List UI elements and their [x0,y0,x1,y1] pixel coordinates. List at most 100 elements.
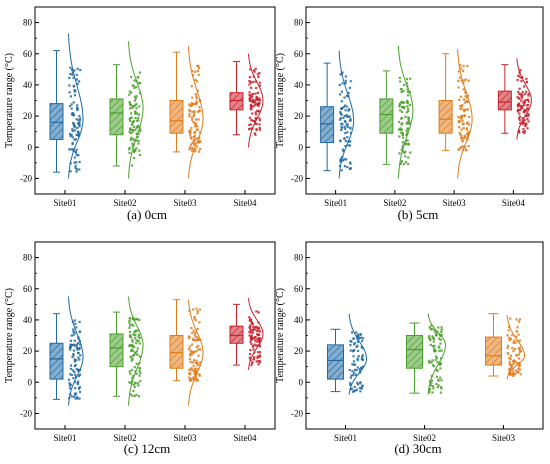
data-point [519,373,522,376]
density-curve [457,49,473,179]
data-point [401,141,404,144]
data-point [68,148,71,151]
data-point [249,319,252,322]
data-point [78,115,81,118]
data-point [72,377,75,380]
data-point [138,355,141,358]
y-tick-label: 0 [299,142,304,152]
data-point [137,113,141,116]
data-point [135,139,138,142]
data-point [468,115,471,118]
data-point [137,142,140,145]
data-point [188,110,191,113]
data-point [190,327,193,330]
data-point [440,326,443,329]
data-point [520,92,523,96]
data-point [198,321,201,324]
data-point [351,370,354,373]
data-point [436,330,439,333]
data-point [188,337,191,340]
data-point [255,117,258,120]
data-point [516,96,519,99]
data-point [194,93,197,96]
y-tick-label: 20 [294,346,304,356]
density-curve [188,299,204,406]
data-point [77,337,80,340]
data-point [405,82,409,85]
data-point [258,110,261,113]
data-point [75,133,78,136]
data-point [515,330,518,333]
data-point [253,132,256,135]
data-point [189,134,192,137]
data-point [435,357,438,360]
data-point [71,141,74,145]
data-point [197,338,200,341]
data-point [195,100,198,103]
data-point [346,125,349,129]
data-point [346,136,349,139]
data-point [258,361,261,364]
data-point [133,381,136,384]
data-point [431,345,434,348]
data-point [74,393,77,397]
data-point [189,136,193,139]
data-point [255,340,258,343]
data-point [339,159,342,162]
data-point [527,100,530,103]
data-point [407,107,410,110]
data-point [358,386,361,390]
data-point [361,337,365,340]
data-point [254,113,258,116]
data-point [517,130,520,133]
data-point [428,390,431,394]
y-tick-label: 40 [294,315,304,325]
data-point [192,121,195,124]
data-point [461,140,464,143]
data-point [465,149,468,152]
data-point [345,114,348,117]
data-point [354,368,357,371]
y-axis-label: Temperature range (°C) [275,53,286,148]
data-point [507,352,510,355]
data-point [131,145,134,148]
box-body [497,90,512,111]
data-point [345,94,348,97]
data-point [517,109,520,112]
panel-d: -20 0 20 40 60 80 Temperature range (°C) Site01… [275,241,544,443]
data-point [398,76,401,79]
data-point [188,112,191,116]
data-point [129,382,132,385]
data-point [77,154,80,157]
data-point [137,333,140,336]
data-point [434,331,437,334]
data-point [250,342,253,345]
data-point [197,354,200,357]
data-point [407,118,410,122]
data-point [136,124,139,127]
data-point [131,358,134,361]
data-point [188,129,191,132]
data-point [358,337,361,340]
data-point [250,364,253,367]
data-point [256,330,259,333]
data-point [71,128,74,131]
data-point [354,389,357,392]
x-tick-label: Site02 [383,198,406,208]
data-point [134,149,137,152]
data-point [194,361,197,364]
data-point [404,155,407,158]
data-point [197,141,200,144]
data-point [458,147,461,150]
data-point [131,164,134,167]
data-point [135,107,138,110]
data-point [521,119,525,122]
data-point [128,100,131,104]
data-point [352,371,356,374]
data-point [129,355,132,358]
data-point [357,333,360,336]
data-point [258,351,262,354]
data-point [255,325,258,328]
data-point [428,335,431,338]
data-point [407,110,410,113]
